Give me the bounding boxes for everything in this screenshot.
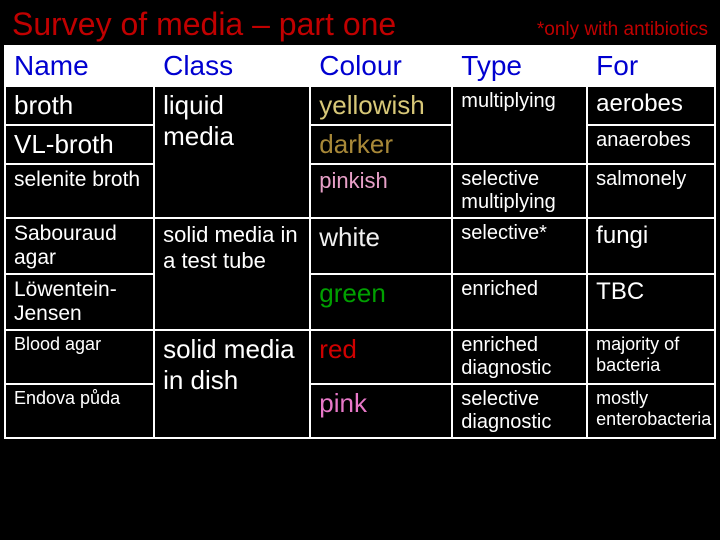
cell-name: Löwentein-Jensen bbox=[5, 274, 154, 330]
row-endova: Endova půda pink selective diagnostic mo… bbox=[5, 384, 715, 438]
cell-type: selective diagnostic bbox=[452, 384, 587, 438]
title-row: Survey of media – part one *only with an… bbox=[4, 4, 716, 45]
cell-colour: red bbox=[310, 330, 452, 384]
cell-colour: yellowish bbox=[310, 86, 452, 125]
row-broth: broth liquid media yellowish multiplying… bbox=[5, 86, 715, 125]
cell-type: multiplying bbox=[452, 86, 587, 164]
row-selenite: selenite broth pinkish selective multipl… bbox=[5, 164, 715, 218]
cell-for: salmonely bbox=[587, 164, 715, 218]
cell-for: mostly enterobacteria bbox=[587, 384, 715, 438]
cell-type: enriched bbox=[452, 274, 587, 330]
row-lowenstein: Löwentein-Jensen green enriched TBC bbox=[5, 274, 715, 330]
cell-name: Endova půda bbox=[5, 384, 154, 438]
header-colour: Colour bbox=[310, 46, 452, 86]
cell-for: majority of bacteria bbox=[587, 330, 715, 384]
cell-colour: darker bbox=[310, 125, 452, 164]
cell-name: broth bbox=[5, 86, 154, 125]
cell-class: solid media in a test tube bbox=[154, 218, 310, 330]
page-title: Survey of media – part one bbox=[12, 6, 396, 43]
cell-for: TBC bbox=[587, 274, 715, 330]
cell-name: VL-broth bbox=[5, 125, 154, 164]
cell-name: Sabouraud agar bbox=[5, 218, 154, 274]
cell-colour: white bbox=[310, 218, 452, 274]
cell-type: selective* bbox=[452, 218, 587, 274]
header-for: For bbox=[587, 46, 715, 86]
media-table: Name Class Colour Type For broth liquid … bbox=[4, 45, 716, 439]
row-bloodagar: Blood agar solid media in dish red enric… bbox=[5, 330, 715, 384]
cell-name: Blood agar bbox=[5, 330, 154, 384]
cell-class: liquid media bbox=[154, 86, 310, 218]
table-header-row: Name Class Colour Type For bbox=[5, 46, 715, 86]
cell-colour: pink bbox=[310, 384, 452, 438]
cell-type: selective multiplying bbox=[452, 164, 587, 218]
cell-for: anaerobes bbox=[587, 125, 715, 164]
cell-for: fungi bbox=[587, 218, 715, 274]
header-class: Class bbox=[154, 46, 310, 86]
cell-name: selenite broth bbox=[5, 164, 154, 218]
footnote: *only with antibiotics bbox=[537, 19, 708, 41]
cell-colour: pinkish bbox=[310, 164, 452, 218]
header-type: Type bbox=[452, 46, 587, 86]
header-name: Name bbox=[5, 46, 154, 86]
cell-class: solid media in dish bbox=[154, 330, 310, 438]
row-sabouraud: Sabouraud agar solid media in a test tub… bbox=[5, 218, 715, 274]
cell-type: enriched diagnostic bbox=[452, 330, 587, 384]
row-vlbroth: VL-broth darker anaerobes bbox=[5, 125, 715, 164]
cell-colour: green bbox=[310, 274, 452, 330]
cell-for: aerobes bbox=[587, 86, 715, 125]
